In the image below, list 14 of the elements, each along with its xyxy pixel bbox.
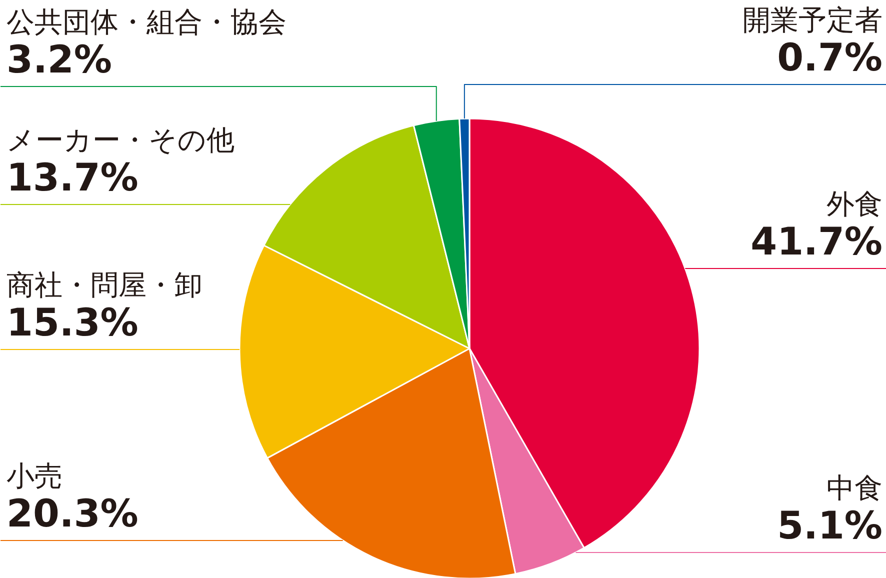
- slice-label: 小売: [6, 460, 62, 492]
- data-label: 0.7%: [777, 36, 882, 80]
- slice-label: 中食: [826, 472, 882, 504]
- slice-label: 公共団体・組合・協会: [6, 6, 286, 38]
- slice-label: 商社・問屋・卸: [6, 268, 202, 302]
- data-label: 13.7%: [6, 156, 138, 200]
- slice-label: 外食: [826, 188, 882, 220]
- slice-label: 開業予定者: [742, 4, 882, 36]
- slice-label: メーカー・その他: [6, 124, 234, 156]
- data-label: 20.3%: [6, 492, 138, 536]
- data-label: 3.2%: [6, 38, 112, 82]
- data-label: 41.7%: [750, 220, 883, 264]
- data-label: 5.1%: [777, 504, 882, 548]
- data-label: 15.3%: [6, 300, 138, 344]
